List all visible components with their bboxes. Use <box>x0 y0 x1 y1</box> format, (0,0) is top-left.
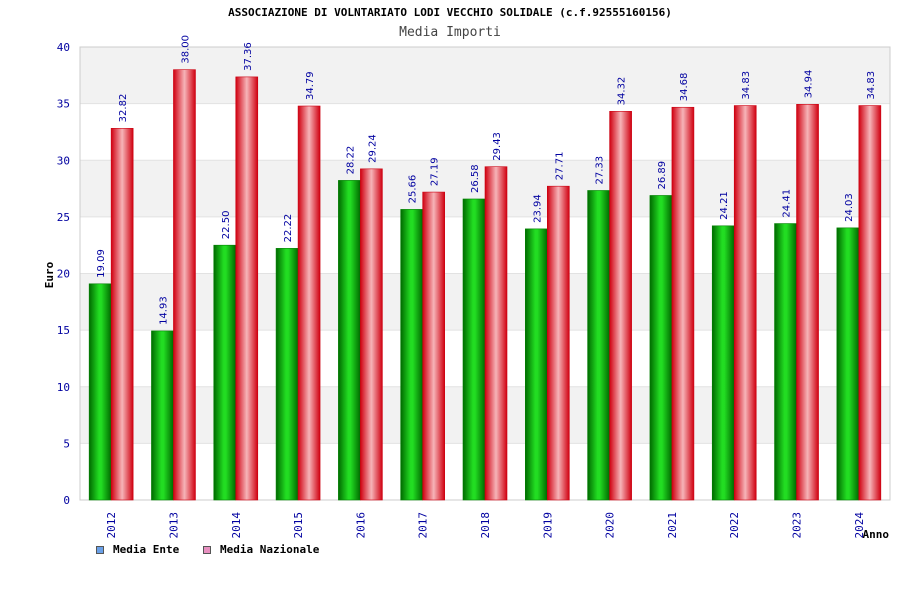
data-label: 34.68 <box>679 73 690 102</box>
bar-media-ente <box>649 195 673 501</box>
legend-swatch <box>96 545 104 554</box>
y-tick-label: 25 <box>57 211 70 224</box>
data-label: 25.66 <box>408 175 419 204</box>
x-tick-label: 2018 <box>479 512 492 539</box>
data-label: 27.19 <box>430 157 441 186</box>
y-axis-label: Euro <box>43 261 56 288</box>
y-tick-label: 0 <box>63 494 70 507</box>
bars <box>88 69 882 501</box>
bar-media-ente <box>213 244 237 501</box>
data-label: 24.21 <box>719 191 730 220</box>
grid-band <box>80 47 890 104</box>
data-label: 34.83 <box>866 71 877 100</box>
x-tick-label: 2013 <box>167 512 180 539</box>
bar-media-nazionale <box>297 105 321 501</box>
bar-media-nazionale <box>858 105 882 501</box>
bar-media-nazionale <box>110 128 134 501</box>
bar-media-nazionale <box>360 168 383 501</box>
x-tick-label: 2021 <box>666 512 679 539</box>
data-label: 24.41 <box>782 189 793 218</box>
data-label: 29.43 <box>492 132 503 161</box>
bar-media-ente <box>400 209 423 501</box>
bar-media-nazionale <box>796 104 819 501</box>
bar-media-ente <box>338 180 361 501</box>
bar-media-ente <box>88 283 112 501</box>
y-tick-label: 5 <box>63 437 70 450</box>
x-tick-label: 2023 <box>791 512 804 539</box>
y-tick-label: 30 <box>57 154 70 167</box>
legend-label: Media Ente <box>113 543 180 556</box>
data-label: 28.22 <box>345 146 356 175</box>
x-tick-label: 2017 <box>417 512 430 539</box>
bar-media-ente <box>151 330 174 501</box>
data-label: 34.94 <box>804 70 815 99</box>
legend-label: Media Nazionale <box>220 543 320 556</box>
x-tick-label: 2016 <box>354 512 367 539</box>
bar-media-ente <box>462 198 486 501</box>
bar-media-nazionale <box>235 76 259 501</box>
data-labels: 19.09 32.82 14.93 38.00 22.50 37.36 22.22 34.79… <box>96 35 877 325</box>
chart-subtitle: Media Importi <box>399 25 501 40</box>
x-axis-ticks: 2012 2013 2014 2015 2016 2017 2018 2019 2020 2021… <box>105 512 866 539</box>
data-label: 22.50 <box>221 211 232 240</box>
bar-media-nazionale <box>484 166 508 501</box>
x-tick-label: 2015 <box>292 512 305 539</box>
data-label: 26.58 <box>470 164 481 193</box>
data-label: 34.83 <box>741 71 752 100</box>
x-tick-label: 2019 <box>541 512 554 539</box>
y-tick-label: 40 <box>57 41 70 54</box>
data-label: 34.32 <box>617 77 628 106</box>
bar-media-ente <box>275 248 299 501</box>
data-label: 27.33 <box>595 156 606 185</box>
bar-media-ente <box>711 225 735 501</box>
data-label: 37.36 <box>243 42 254 71</box>
data-label: 26.89 <box>657 161 668 190</box>
x-tick-label: 2012 <box>105 512 118 539</box>
bar-media-ente <box>587 190 610 501</box>
legend-item-series-1: Media Nazionale <box>203 543 319 556</box>
data-label: 24.03 <box>844 193 855 222</box>
legend-swatch <box>203 545 211 554</box>
data-label: 27.71 <box>554 152 565 181</box>
x-tick-label: 2022 <box>728 512 741 539</box>
bar-media-nazionale <box>609 111 632 501</box>
bar-media-nazionale <box>422 191 445 501</box>
bar-media-ente <box>525 228 548 501</box>
y-axis-ticks: 0 5 10 15 20 25 30 35 40 <box>57 41 70 507</box>
data-label: 32.82 <box>118 94 129 123</box>
chart-title: ASSOCIAZIONE DI VOLNTARIATO LODI VECCHIO… <box>228 6 672 19</box>
x-tick-label: 2020 <box>604 512 617 539</box>
bar-media-ente <box>774 223 797 501</box>
legend-item-series-0: Media Ente <box>96 543 179 556</box>
data-label: 34.79 <box>305 71 316 100</box>
x-axis-label: Anno <box>863 528 890 541</box>
x-tick-label: 2024 <box>853 512 866 539</box>
data-label: 38.00 <box>180 35 191 64</box>
data-label: 14.93 <box>158 296 169 325</box>
y-tick-label: 10 <box>57 381 70 394</box>
x-tick-label: 2014 <box>230 512 243 539</box>
bar-media-ente <box>836 227 860 501</box>
bar-media-nazionale <box>671 106 695 501</box>
y-tick-label: 15 <box>57 324 70 337</box>
bar-media-nazionale <box>733 105 757 501</box>
bar-media-nazionale <box>173 69 196 501</box>
data-label: 29.24 <box>367 134 378 163</box>
data-label: 19.09 <box>96 249 107 278</box>
y-tick-label: 20 <box>57 268 70 281</box>
data-label: 22.22 <box>283 214 294 243</box>
bar-media-nazionale <box>547 185 570 501</box>
data-label: 23.94 <box>532 194 543 223</box>
y-tick-label: 35 <box>57 98 70 111</box>
